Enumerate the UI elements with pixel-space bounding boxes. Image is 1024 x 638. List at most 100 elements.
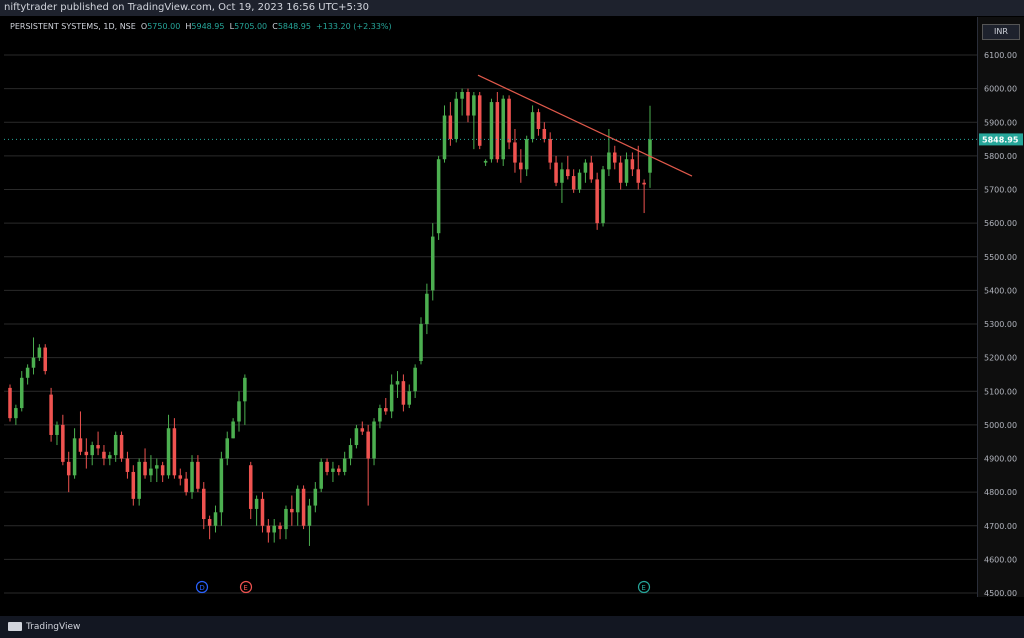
candle-body[interactable] [460,91,464,99]
candle-body[interactable] [548,139,552,163]
candle-body[interactable] [307,505,312,526]
candle-body[interactable] [360,428,365,432]
candle-body[interactable] [536,112,541,129]
candle-body[interactable] [472,95,476,116]
candle-body[interactable] [566,169,570,177]
candle-body[interactable] [43,347,47,372]
candle-body[interactable] [395,381,400,385]
candle-body[interactable] [607,152,611,170]
candle-body[interactable] [313,488,318,506]
candle-body[interactable] [483,160,488,163]
candle-body[interactable] [31,357,36,368]
candle-body[interactable] [295,488,300,513]
candle-body[interactable] [325,461,329,472]
candle-body[interactable] [642,182,646,185]
candle-body[interactable] [618,162,623,183]
candle-body[interactable] [624,159,629,183]
candle-body[interactable] [507,98,511,143]
candle-body[interactable] [425,293,429,324]
candle-body[interactable] [166,428,171,476]
candle-body[interactable] [372,421,376,459]
candle-body[interactable] [636,169,641,183]
candle-body[interactable] [413,367,417,392]
candle-body[interactable] [19,377,24,409]
candle-body[interactable] [337,468,341,472]
candle-body[interactable] [84,451,89,456]
event-marker[interactable]: D [195,580,209,594]
candle-body[interactable] [190,461,194,493]
candle-body[interactable] [8,387,12,419]
candle-body[interactable] [196,461,200,489]
candle-body[interactable] [55,424,59,435]
candle-body[interactable] [119,434,124,459]
candle-body[interactable] [577,172,582,190]
candle-body[interactable] [419,324,423,361]
candle-body[interactable] [554,162,558,183]
candle-body[interactable] [583,162,588,173]
currency-button[interactable]: INR [982,24,1020,40]
candle-body[interactable] [290,508,294,513]
candle-body[interactable] [231,421,235,439]
candle-body[interactable] [513,142,517,163]
candle-body[interactable] [436,159,441,234]
candle-body[interactable] [202,488,206,520]
candle-body[interactable] [348,445,353,459]
candle-body[interactable] [407,391,412,405]
candle-body[interactable] [90,445,94,456]
candle-body[interactable] [96,445,100,449]
candle-body[interactable] [389,384,394,412]
candle-body[interactable] [113,434,118,456]
candle-body[interactable] [61,424,65,462]
candle-body[interactable] [613,152,617,163]
candle-body[interactable] [301,488,306,526]
candle-body[interactable] [160,465,165,476]
candle-body[interactable] [524,139,529,170]
candle-body[interactable] [354,428,359,446]
event-marker[interactable]: E [637,580,651,594]
candle-body[interactable] [149,468,153,476]
candle-body[interactable] [342,458,347,472]
trendline[interactable] [477,74,693,177]
candle-body[interactable] [248,465,253,509]
candle-body[interactable] [477,95,482,146]
candle-body[interactable] [366,431,370,459]
candle-body[interactable] [442,115,447,160]
symbol-name[interactable]: PERSISTENT SYSTEMS, 1D, NSE [10,22,136,31]
candle-body[interactable] [595,179,599,224]
candle-body[interactable] [542,128,547,140]
candle-body[interactable] [137,461,141,499]
candle-body[interactable] [37,347,42,358]
candle-body[interactable] [178,475,183,479]
candle-body[interactable] [260,498,265,526]
candle-body[interactable] [272,525,276,533]
candle-body[interactable] [225,438,230,459]
candle-body[interactable] [589,162,594,180]
candle-body[interactable] [131,471,136,499]
candle-body[interactable] [102,451,106,459]
candle-body[interactable] [278,525,282,530]
candle-body[interactable] [243,377,247,402]
candle-body[interactable] [384,408,388,412]
candle-body[interactable] [501,98,505,160]
candle-body[interactable] [495,102,500,160]
candle-body[interactable] [184,478,188,493]
candle-body[interactable] [78,438,83,452]
candle-body[interactable] [155,465,159,469]
candle-body[interactable] [66,461,71,476]
candle-body[interactable] [172,428,177,476]
candle-body[interactable] [489,102,494,160]
candle-body[interactable] [378,408,382,422]
candle-body[interactable] [49,394,53,435]
candle-body[interactable] [530,112,535,140]
candle-body[interactable] [454,98,458,140]
candle-body[interactable] [237,401,241,422]
candle-body[interactable] [466,91,470,116]
candle-body[interactable] [266,525,271,533]
candle-body[interactable] [219,458,224,513]
candle-body[interactable] [560,169,564,183]
price-chart[interactable]: Jun19Jul17Aug14Sep18Oct16Nov20Dec182024D… [4,17,977,597]
event-marker[interactable]: E [239,580,253,594]
candle-body[interactable] [125,458,130,472]
candle-body[interactable] [319,461,323,489]
candle-body[interactable] [213,512,218,526]
